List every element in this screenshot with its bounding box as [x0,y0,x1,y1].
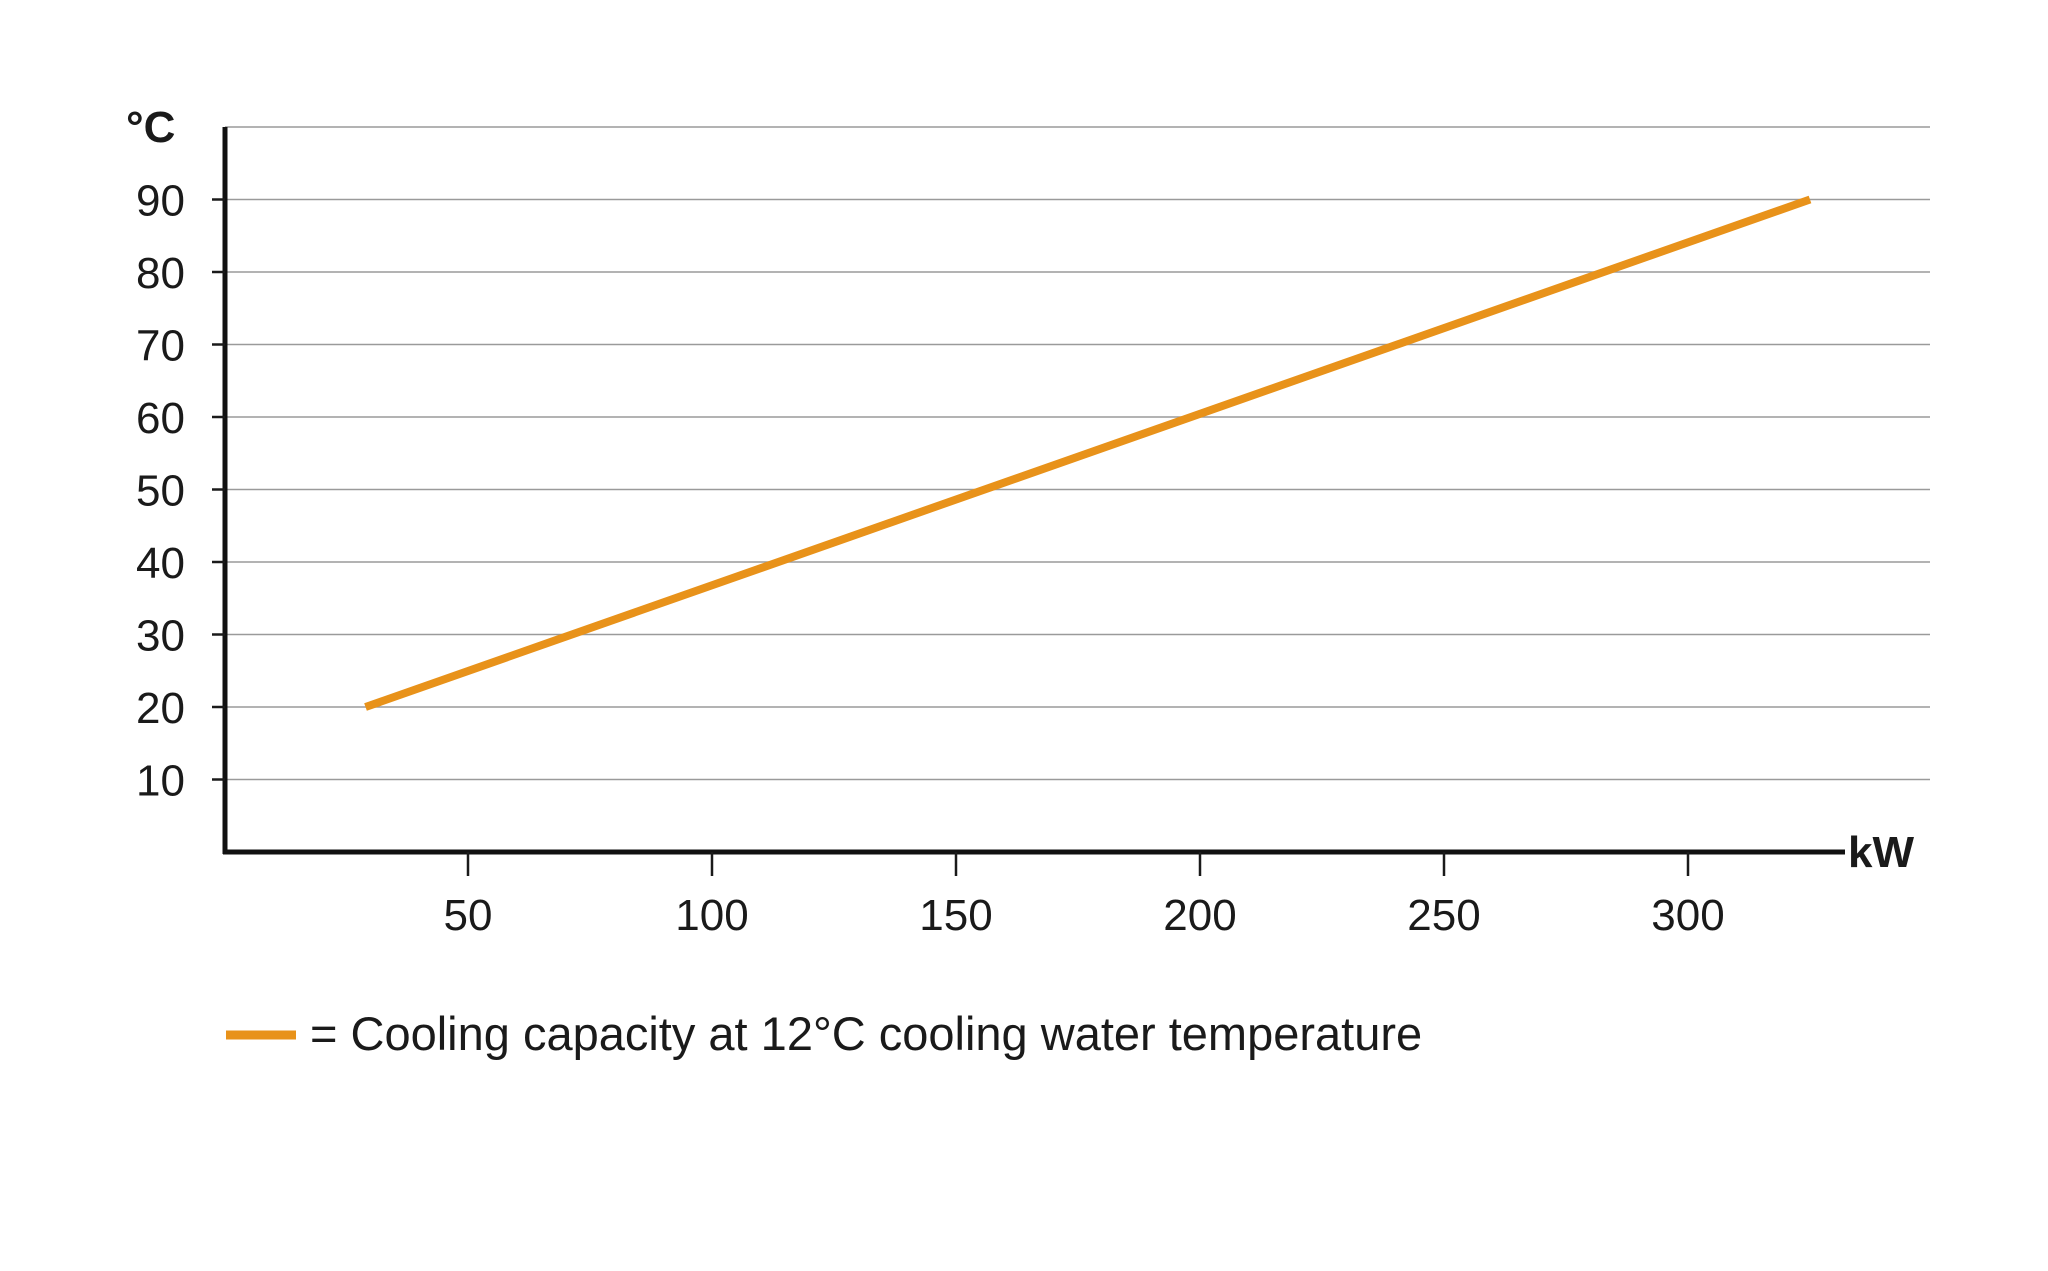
x-tick-label-150: 150 [919,891,992,940]
axis-labels: °C kW [126,103,1914,877]
y-tick-label-70: 70 [136,322,185,371]
x-tick-label-200: 200 [1163,891,1236,940]
ticks: 10 20 30 40 50 60 70 80 90 50 100 150 200 250 300 [136,177,1725,941]
x-tick-label-300: 300 [1651,891,1724,940]
series-line-0 [364,195,1812,711]
series-group [364,195,1812,711]
y-axis-unit-label: °C [126,103,175,152]
y-tick-label-10: 10 [136,757,185,806]
y-tick-label-30: 30 [136,612,185,661]
y-tick-label-90: 90 [136,177,185,226]
x-tick-label-100: 100 [675,891,748,940]
y-tick-label-40: 40 [136,539,185,588]
y-tick-label-50: 50 [136,467,185,516]
x-axis-unit-label: kW [1848,828,1914,877]
axes [222,127,1845,855]
x-tick-label-50: 50 [444,891,493,940]
y-tick-label-80: 80 [136,249,185,298]
y-tick-label-60: 60 [136,394,185,443]
gridlines [225,126,1930,781]
x-tick-label-250: 250 [1407,891,1480,940]
y-tick-label-20: 20 [136,684,185,733]
legend-label: = Cooling capacity at 12°C cooling water… [310,1007,1422,1060]
legend: = Cooling capacity at 12°C cooling water… [226,1007,1422,1060]
